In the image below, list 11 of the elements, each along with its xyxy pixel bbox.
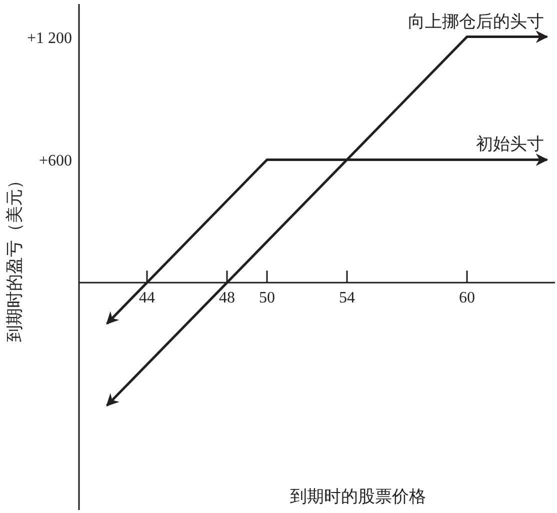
series-label: 向上挪仓后的头寸	[408, 12, 544, 31]
x-tick-label: 44	[139, 290, 155, 307]
x-axis-title: 到期时的股票价格	[290, 487, 426, 506]
x-tick-label: 48	[219, 290, 235, 307]
y-tick-label: +1 200	[26, 30, 72, 47]
x-tick-label: 60	[459, 290, 475, 307]
series-label: 初始头寸	[476, 134, 544, 154]
x-tick-label: 50	[259, 290, 275, 307]
y-axis-title: 到期时的盈亏（美元）	[5, 172, 24, 342]
y-tick-label: +600	[38, 152, 72, 170]
x-tick-label: 54	[339, 290, 355, 307]
